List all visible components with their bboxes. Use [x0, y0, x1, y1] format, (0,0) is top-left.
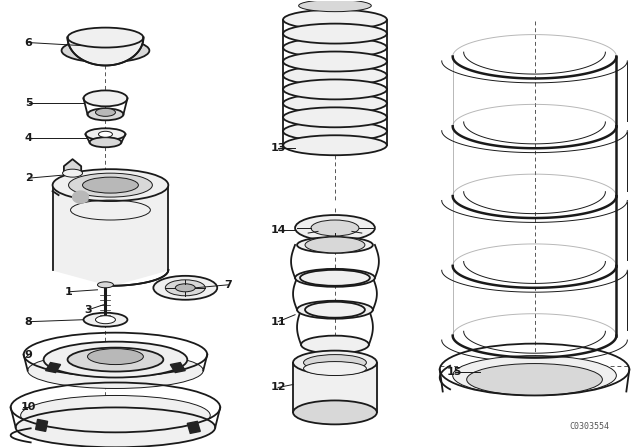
- Ellipse shape: [283, 121, 387, 141]
- Ellipse shape: [283, 108, 387, 127]
- Text: 14: 14: [270, 225, 286, 235]
- Ellipse shape: [154, 276, 217, 300]
- Text: 8: 8: [25, 317, 33, 327]
- Text: 1: 1: [65, 287, 72, 297]
- Text: 6: 6: [25, 38, 33, 47]
- Text: 15: 15: [447, 366, 462, 376]
- Ellipse shape: [44, 342, 188, 378]
- Ellipse shape: [52, 169, 168, 201]
- Ellipse shape: [68, 173, 152, 197]
- Polygon shape: [72, 191, 88, 203]
- Ellipse shape: [452, 356, 616, 396]
- Polygon shape: [52, 185, 168, 286]
- Ellipse shape: [175, 284, 195, 292]
- Polygon shape: [188, 422, 200, 433]
- Text: 7: 7: [225, 280, 232, 290]
- Ellipse shape: [95, 108, 115, 116]
- Ellipse shape: [20, 396, 210, 435]
- Ellipse shape: [83, 90, 127, 106]
- Ellipse shape: [467, 364, 602, 396]
- Ellipse shape: [283, 38, 387, 57]
- Polygon shape: [64, 159, 81, 187]
- Text: 2: 2: [25, 173, 33, 183]
- Text: C0303554: C0303554: [570, 422, 609, 431]
- Text: 10: 10: [21, 402, 36, 413]
- Ellipse shape: [283, 10, 387, 30]
- Text: 4: 4: [25, 133, 33, 143]
- Ellipse shape: [301, 336, 369, 353]
- Ellipse shape: [283, 52, 387, 72]
- Ellipse shape: [88, 349, 143, 365]
- Ellipse shape: [303, 355, 366, 370]
- Ellipse shape: [63, 169, 83, 177]
- Ellipse shape: [297, 301, 373, 319]
- Ellipse shape: [283, 24, 387, 43]
- Ellipse shape: [83, 313, 127, 327]
- Ellipse shape: [295, 269, 375, 287]
- Ellipse shape: [305, 237, 365, 253]
- Ellipse shape: [68, 348, 163, 371]
- Ellipse shape: [15, 407, 215, 447]
- Ellipse shape: [95, 316, 115, 324]
- Ellipse shape: [88, 108, 124, 121]
- Polygon shape: [68, 38, 143, 65]
- Polygon shape: [36, 419, 47, 431]
- Ellipse shape: [28, 353, 204, 388]
- Ellipse shape: [297, 237, 373, 253]
- Text: 12: 12: [270, 383, 286, 392]
- Ellipse shape: [90, 137, 122, 147]
- Ellipse shape: [83, 177, 138, 193]
- Ellipse shape: [283, 135, 387, 155]
- Ellipse shape: [283, 79, 387, 99]
- Ellipse shape: [283, 93, 387, 113]
- Ellipse shape: [86, 128, 125, 140]
- Text: 3: 3: [84, 305, 92, 315]
- Text: 11: 11: [270, 317, 286, 327]
- Ellipse shape: [165, 280, 205, 296]
- Ellipse shape: [311, 220, 359, 236]
- Ellipse shape: [61, 39, 149, 63]
- Ellipse shape: [99, 131, 113, 137]
- Ellipse shape: [97, 282, 113, 288]
- Ellipse shape: [303, 362, 366, 375]
- Polygon shape: [45, 362, 61, 373]
- Ellipse shape: [305, 302, 365, 318]
- Ellipse shape: [295, 215, 375, 241]
- Ellipse shape: [68, 28, 143, 47]
- Ellipse shape: [293, 351, 377, 375]
- Polygon shape: [170, 362, 186, 373]
- Text: 13: 13: [271, 143, 286, 153]
- Text: 5: 5: [25, 99, 33, 108]
- Text: 9: 9: [25, 349, 33, 360]
- Ellipse shape: [299, 0, 371, 12]
- Polygon shape: [293, 362, 377, 413]
- Ellipse shape: [293, 401, 377, 424]
- Ellipse shape: [283, 65, 387, 86]
- Ellipse shape: [300, 270, 370, 286]
